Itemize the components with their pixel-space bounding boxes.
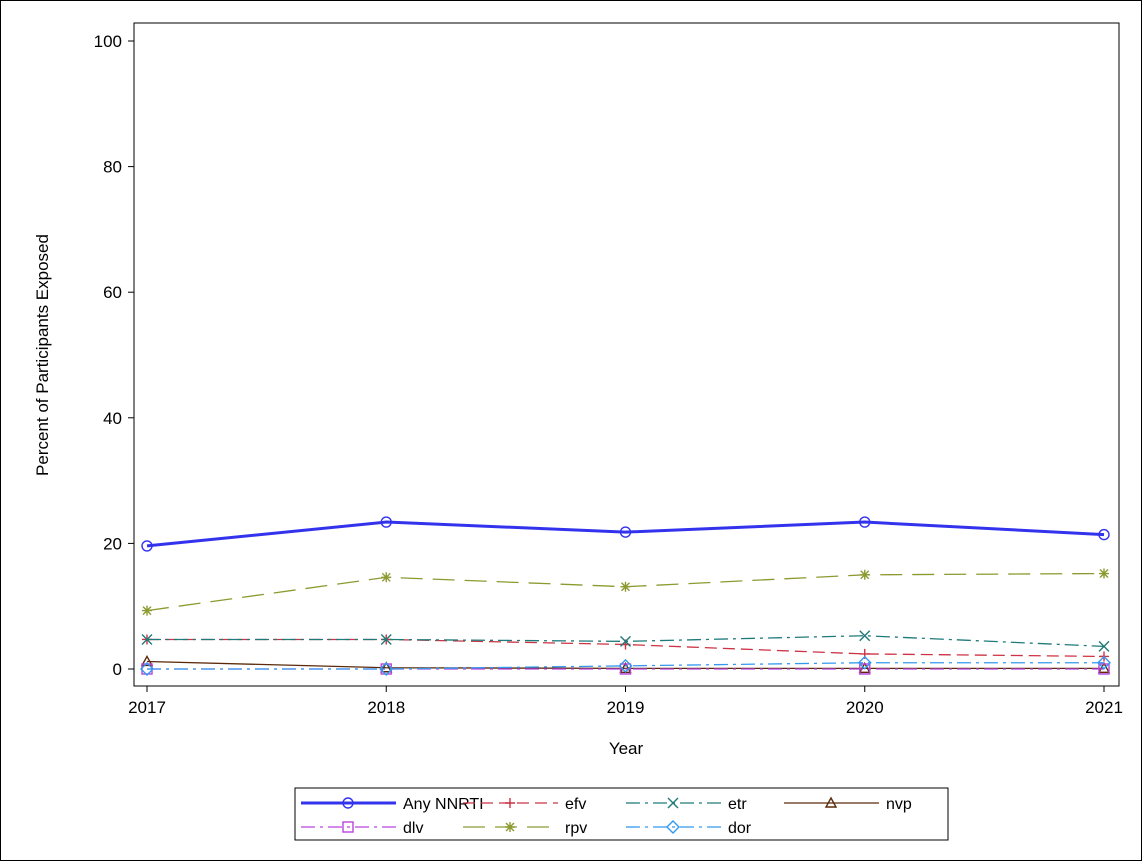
y-tick-label: 100 — [94, 32, 122, 51]
data-point-dor — [618, 658, 633, 673]
legend-label: efv — [565, 796, 586, 813]
series-dor — [140, 655, 1111, 676]
legend-item-dlv: dlv — [301, 820, 423, 837]
plot-area — [133, 22, 1120, 687]
legend-item-rpv: rpv — [463, 820, 587, 837]
legend-box — [294, 787, 949, 841]
data-point-etr — [380, 633, 392, 645]
data-point-nvp — [380, 661, 393, 673]
data-point-dlv — [1098, 663, 1110, 675]
series-etr — [141, 630, 1110, 652]
data-point-dor — [857, 655, 872, 670]
x-axis-label: Year — [609, 739, 644, 758]
legend-item-efv: efv — [463, 796, 586, 813]
data-point-rpv — [142, 605, 152, 616]
data-point-nvp — [1097, 661, 1111, 674]
legend-label: etr — [728, 796, 747, 813]
x-tick-label: 2020 — [846, 698, 884, 717]
legend-item-dor: dor — [626, 820, 752, 837]
series-group — [140, 516, 1111, 676]
data-point-rpv — [859, 569, 870, 580]
data-point-dor — [1097, 655, 1111, 670]
data-point-dor — [379, 662, 394, 676]
series-line-any-nnrti — [146, 520, 1105, 548]
data-point-etr — [620, 635, 631, 647]
data-point-rpv — [381, 572, 392, 583]
legend-item-any-nnrti: Any NNRTI — [301, 796, 484, 813]
x-tick-label: 2021 — [1085, 698, 1123, 717]
data-point-any-nnrti — [859, 516, 871, 528]
y-tick-label: 40 — [103, 409, 122, 428]
legend-item-etr: etr — [626, 796, 747, 813]
y-axis: 0 20 40 60 80 100 — [94, 32, 134, 679]
data-point-etr — [1098, 640, 1110, 652]
data-point-dlv — [619, 663, 632, 675]
data-point-any-nnrti — [1098, 528, 1110, 541]
legend-marker-etr — [667, 797, 679, 809]
legend-label: Any NNRTI — [403, 796, 484, 813]
y-tick-label: 20 — [103, 534, 122, 553]
series-line-rpv — [146, 572, 1105, 612]
x-axis: 2017 2018 2019 2020 2021 — [128, 686, 1123, 717]
legend-label: nvp — [886, 796, 912, 813]
legend: Any NNRTI efv etr nvp dlv rpv dor — [301, 796, 912, 837]
data-point-any-nnrti — [141, 540, 153, 552]
data-point-rpv — [1099, 568, 1109, 579]
series-line-dor — [147, 662, 1104, 670]
data-point-nvp — [858, 661, 871, 674]
series-any-nnrti — [141, 516, 1110, 552]
x-tick-label: 2019 — [607, 698, 645, 717]
legend-marker-rpv — [505, 822, 515, 832]
x-tick-label: 2018 — [367, 698, 405, 717]
legend-marker-dor — [666, 820, 680, 834]
series-rpv — [142, 568, 1109, 616]
legend-marker-any-nnrti — [342, 797, 354, 809]
data-point-etr — [141, 633, 153, 645]
y-tick-label: 0 — [113, 660, 122, 679]
series-efv — [142, 634, 1109, 662]
data-point-rpv — [620, 581, 631, 592]
legend-label: dlv — [403, 820, 423, 837]
legend-marker-efv — [505, 798, 515, 808]
data-point-any-nnrti — [380, 516, 392, 528]
data-point-any-nnrti — [619, 526, 632, 538]
legend-label: dor — [728, 820, 752, 837]
data-point-dor — [140, 662, 154, 676]
y-tick-label: 60 — [103, 283, 122, 302]
data-point-etr — [859, 630, 871, 642]
x-tick-label: 2017 — [128, 698, 166, 717]
legend-marker-nvp — [824, 796, 838, 808]
data-point-nvp — [140, 655, 154, 667]
legend-item-nvp: nvp — [784, 796, 912, 813]
y-axis-label: Percent of Participants Exposed — [33, 234, 52, 476]
legend-label: rpv — [565, 820, 587, 837]
y-tick-label: 80 — [103, 158, 122, 177]
legend-marker-dlv — [342, 821, 354, 833]
data-point-dlv — [859, 663, 871, 675]
